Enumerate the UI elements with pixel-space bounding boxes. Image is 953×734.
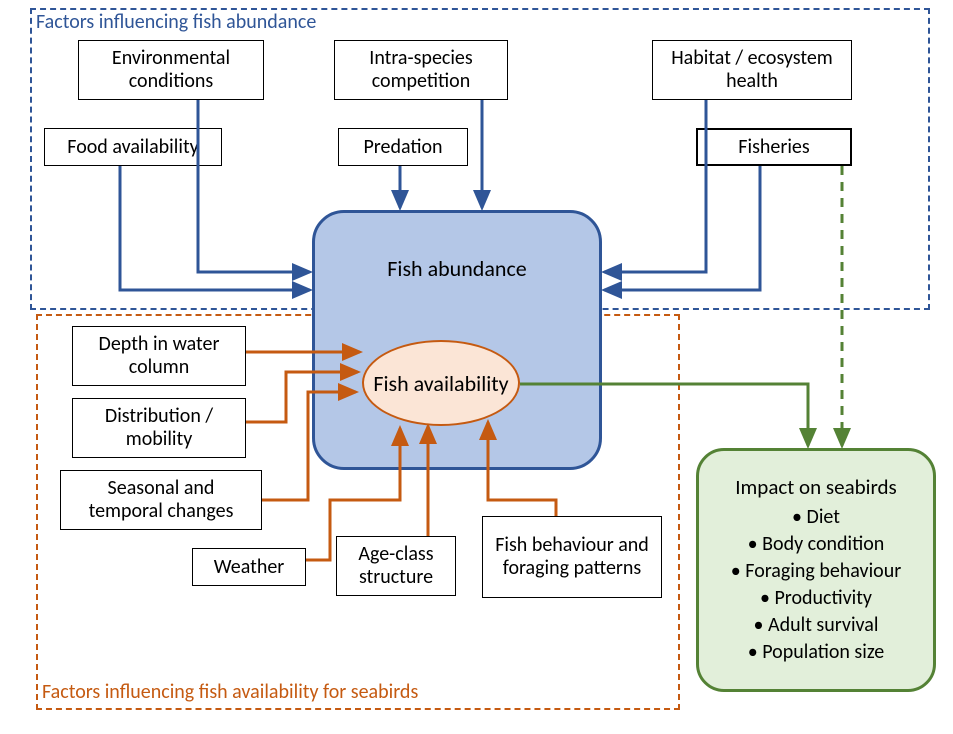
node-predation: Predation bbox=[338, 128, 468, 166]
node-fisheries: Fisheries bbox=[696, 128, 852, 166]
label: Weather bbox=[214, 556, 285, 579]
label: Fish behaviour and foraging patterns bbox=[491, 534, 653, 580]
node-distribution: Distribution / mobility bbox=[72, 398, 246, 458]
impact-list-item: Body condition bbox=[699, 531, 933, 558]
label: Food availability bbox=[67, 136, 198, 159]
label: Environmental conditions bbox=[87, 47, 255, 93]
node-habitat: Habitat / ecosystem health bbox=[652, 40, 852, 100]
label: Seasonal and temporal changes bbox=[69, 477, 253, 523]
node-fish-behaviour: Fish behaviour and foraging patterns bbox=[482, 516, 662, 598]
region-abundance-label: Factors influencing fish abundance bbox=[36, 10, 316, 34]
region-availability-label: Factors influencing fish availability fo… bbox=[42, 680, 418, 704]
node-environmental-conditions: Environmental conditions bbox=[78, 40, 264, 100]
impact-list: DietBody conditionForaging behaviourProd… bbox=[699, 504, 933, 666]
impact-list-item: Diet bbox=[699, 504, 933, 531]
node-weather: Weather bbox=[192, 548, 306, 586]
label: Predation bbox=[363, 136, 442, 159]
impact-list-item: Population size bbox=[699, 639, 933, 666]
label: Depth in water column bbox=[81, 333, 237, 379]
impact-list-item: Adult survival bbox=[699, 612, 933, 639]
label: Fisheries bbox=[738, 136, 809, 159]
diagram-stage: Factors influencing fish abundance Facto… bbox=[0, 0, 953, 734]
node-depth: Depth in water column bbox=[72, 326, 246, 386]
node-fish-abundance-label: Fish abundance bbox=[315, 255, 599, 282]
node-age-class: Age-class structure bbox=[336, 536, 456, 596]
label: Habitat / ecosystem health bbox=[661, 47, 843, 93]
impact-list-item: Foraging behaviour bbox=[699, 558, 933, 585]
node-fish-availability: Fish availability bbox=[362, 340, 520, 426]
node-impact-seabirds: Impact on seabirds DietBody conditionFor… bbox=[696, 448, 936, 692]
impact-title: Impact on seabirds bbox=[699, 474, 933, 500]
node-intra-species: Intra-species competition bbox=[334, 40, 508, 100]
node-seasonal: Seasonal and temporal changes bbox=[60, 470, 262, 530]
label: Distribution / mobility bbox=[81, 405, 237, 451]
node-food-availability: Food availability bbox=[44, 128, 222, 166]
node-fish-availability-label: Fish availability bbox=[373, 370, 508, 397]
impact-list-item: Productivity bbox=[699, 585, 933, 612]
label: Intra-species competition bbox=[343, 47, 499, 93]
label: Age-class structure bbox=[345, 543, 447, 589]
